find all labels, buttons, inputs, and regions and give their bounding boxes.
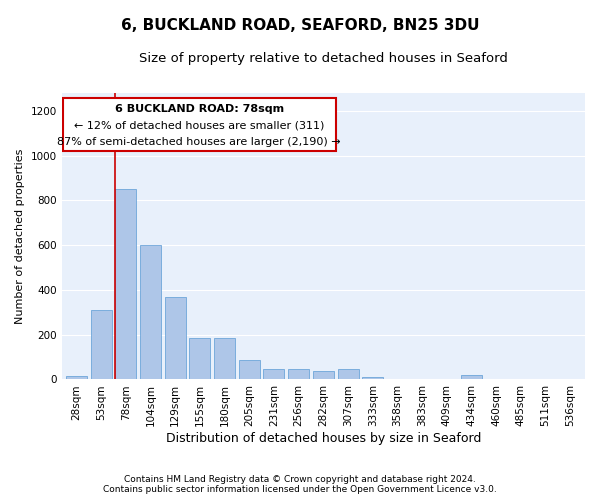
Bar (288, 370, 309, 380)
Bar (115, 190, 136, 380)
Bar (461, 375, 482, 380)
FancyBboxPatch shape (63, 98, 335, 151)
Bar (362, 377, 383, 380)
Text: Contains HM Land Registry data © Crown copyright and database right 2024.: Contains HM Land Registry data © Crown c… (124, 475, 476, 484)
Text: Contains public sector information licensed under the Open Government Licence v3: Contains public sector information licen… (103, 485, 497, 494)
Bar (91, 310, 112, 380)
Bar (338, 370, 359, 380)
Text: ← 12% of detached houses are smaller (311): ← 12% of detached houses are smaller (31… (74, 120, 325, 130)
X-axis label: Distribution of detached houses by size in Seaford: Distribution of detached houses by size … (166, 432, 481, 445)
Bar (190, 338, 211, 380)
Bar (313, 370, 334, 380)
Bar (165, 296, 186, 380)
Text: 87% of semi-detached houses are larger (2,190) →: 87% of semi-detached houses are larger (… (58, 136, 341, 146)
Bar (214, 338, 235, 380)
Bar (66, 376, 87, 380)
Text: 6 BUCKLAND ROAD: 78sqm: 6 BUCKLAND ROAD: 78sqm (115, 104, 284, 115)
Bar (263, 370, 284, 380)
Bar (140, 245, 161, 380)
Text: 6, BUCKLAND ROAD, SEAFORD, BN25 3DU: 6, BUCKLAND ROAD, SEAFORD, BN25 3DU (121, 18, 479, 32)
Y-axis label: Number of detached properties: Number of detached properties (15, 148, 25, 324)
Bar (239, 360, 260, 380)
Title: Size of property relative to detached houses in Seaford: Size of property relative to detached ho… (139, 52, 508, 66)
